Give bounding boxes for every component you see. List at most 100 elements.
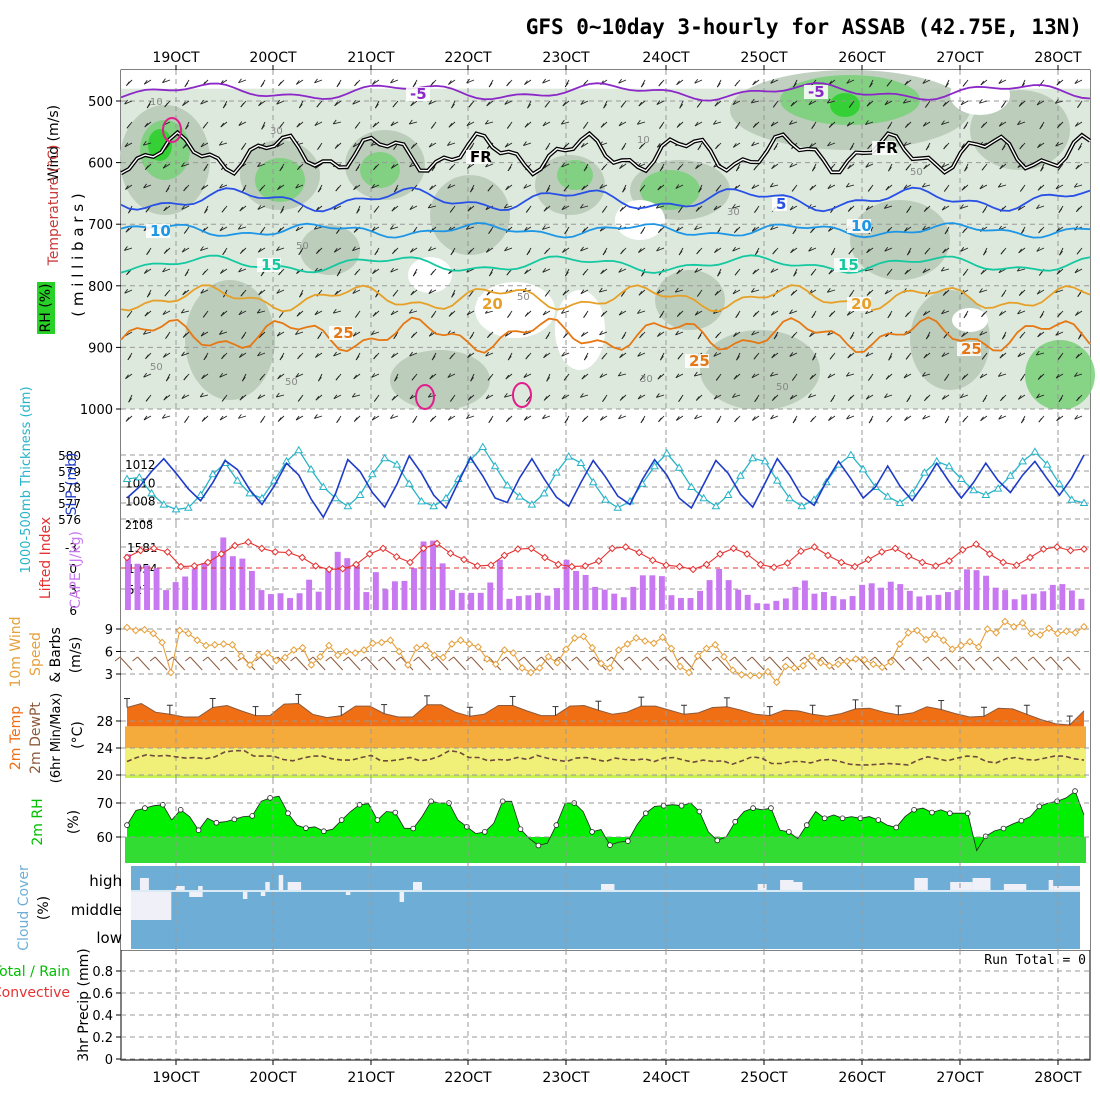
wind-speed-point <box>465 640 474 648</box>
wind-barb-flag <box>563 333 567 339</box>
wind-barb <box>466 226 475 230</box>
wind-barb-flag <box>941 163 946 168</box>
wind-barb-flag <box>124 142 129 148</box>
li-point <box>325 565 334 574</box>
wind-speed-point <box>404 661 412 669</box>
wind-barb-flag <box>544 102 549 108</box>
wind-barb-flag <box>183 229 188 234</box>
wind-barb <box>770 184 779 188</box>
wind-barb-flag <box>751 227 756 232</box>
wind-barb-flag <box>1036 100 1041 106</box>
wind-barb <box>847 310 855 316</box>
thickness-point <box>355 490 365 498</box>
wind-barb <box>447 415 456 421</box>
wind-barb <box>238 415 247 419</box>
surface-wind-barb <box>1032 656 1046 671</box>
wind-barb <box>1074 373 1083 377</box>
wind-speed-point <box>167 668 175 677</box>
precip-units: 3hr Precip (mm) <box>76 948 92 1061</box>
wind-barb <box>789 163 798 168</box>
wind-barb <box>315 163 323 169</box>
wind-barb-flag <box>961 186 966 191</box>
cape-bar <box>239 558 246 610</box>
cape-bar <box>859 584 866 610</box>
rh2-point <box>464 823 470 830</box>
wind-barb <box>257 394 266 400</box>
wind-barb <box>238 226 247 230</box>
wind-barb <box>922 373 931 377</box>
wind-barb-flag <box>981 165 986 171</box>
surface-wind-barb <box>541 656 554 671</box>
surface-wind-barb-flag <box>1010 656 1016 662</box>
wind-barb-flag <box>564 82 569 88</box>
wind-barb-flag <box>732 143 737 148</box>
wind-barb-flag <box>789 162 794 168</box>
rh-dry-area <box>408 257 452 293</box>
wind-barb-flag <box>770 310 775 316</box>
wind-barb-flag <box>201 185 205 190</box>
cape-bar <box>1078 598 1085 610</box>
wind-speed-point <box>430 651 439 660</box>
wind-barb <box>808 394 817 399</box>
wind-barb-flag <box>487 333 491 339</box>
rh2-point <box>231 816 238 823</box>
wind-speed-point <box>219 640 228 648</box>
wind-barb-flag <box>849 292 853 297</box>
wind-barb-flag <box>865 163 870 168</box>
wind-barb <box>485 121 494 125</box>
lifted-index-label: Lifted Index <box>38 517 54 599</box>
wind-barb <box>523 331 532 336</box>
cape-bar <box>830 596 837 610</box>
wind-barb <box>295 331 304 335</box>
wind-barb <box>865 163 874 168</box>
li-point <box>985 550 994 558</box>
thickness-tick-label: 576 <box>58 513 81 527</box>
surface-wind-barb-flag <box>922 656 929 662</box>
isotherm-label: 15 <box>261 256 282 274</box>
li-point <box>177 562 185 571</box>
wind-barb-flag <box>773 145 778 151</box>
wind-barb-flag <box>468 249 472 255</box>
thickness-point <box>515 492 524 500</box>
pressure-tick-label: 500 <box>88 95 113 110</box>
wind-barb-flag <box>219 226 224 232</box>
wind-barb-flag <box>659 124 663 129</box>
rh2-point <box>320 828 327 835</box>
wind-barb-flag <box>504 246 508 252</box>
wind-barb <box>276 142 285 148</box>
wind-barb-flag <box>1059 250 1063 256</box>
rh-shade-blob <box>360 152 400 188</box>
rh2-point <box>481 829 488 835</box>
wind-barb-flag <box>754 208 758 213</box>
x-date-bottom: 21OCT <box>347 1070 395 1086</box>
thickness-label: 1000-500mb Thickness (dm) <box>19 386 34 573</box>
wind-barb-flag <box>674 287 679 293</box>
wind-barb-flag <box>448 80 452 85</box>
precip-tick-label: 0.8 <box>92 965 113 980</box>
wind-barb-flag <box>847 396 852 401</box>
surface-wind-barb-flag <box>746 656 753 662</box>
li-point <box>999 558 1007 567</box>
wind-barb-flag <box>506 417 510 422</box>
wind-barb <box>390 79 399 84</box>
wind-barb-flag <box>145 207 150 213</box>
surface-wind-barb-flag <box>729 656 735 662</box>
wind-barb <box>561 163 570 168</box>
wind-barb-flag <box>599 373 604 378</box>
wind-barb-flag <box>867 187 872 192</box>
wind-barb-flag <box>219 183 223 189</box>
pressure-tick-label: 700 <box>88 218 113 233</box>
wind-barb <box>751 142 760 147</box>
wind-barb-flag <box>1037 332 1042 338</box>
wind-barb <box>447 142 456 146</box>
wind-barb <box>238 121 247 126</box>
rh-contour-label: 10 <box>150 97 163 108</box>
wind-barb-flag <box>428 246 432 252</box>
wind-barb-flag <box>202 124 207 129</box>
wind-barb-flag <box>428 100 433 105</box>
rh2-point <box>285 810 291 816</box>
wind-barb-flag <box>734 270 739 276</box>
wind-barb <box>333 310 342 314</box>
li-point <box>217 550 226 558</box>
wind-barb <box>352 247 361 252</box>
